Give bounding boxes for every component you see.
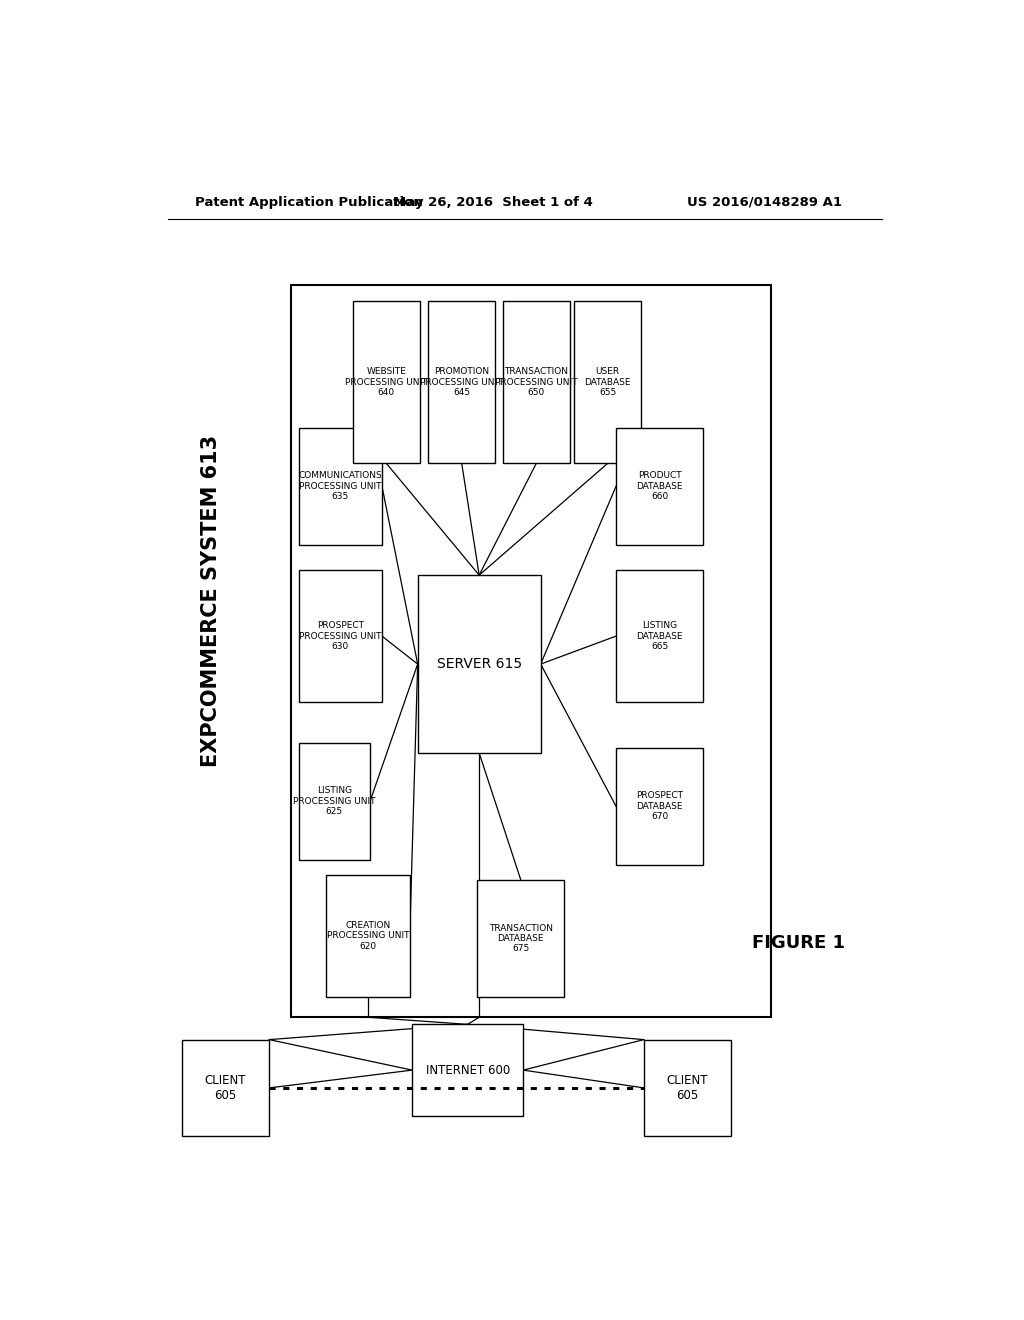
Bar: [299, 743, 370, 859]
Text: USER
DATABASE
655: USER DATABASE 655: [585, 367, 631, 397]
Bar: [418, 576, 541, 752]
Bar: [616, 570, 703, 702]
Text: COMMUNICATIONS
PROCESSING UNIT
635: COMMUNICATIONS PROCESSING UNIT 635: [298, 471, 382, 502]
Text: CLIENT
605: CLIENT 605: [205, 1074, 247, 1102]
Text: FIGURE 1: FIGURE 1: [752, 935, 845, 952]
Bar: [327, 875, 410, 997]
Text: PROSPECT
DATABASE
670: PROSPECT DATABASE 670: [636, 792, 683, 821]
Text: INTERNET 600: INTERNET 600: [426, 1064, 510, 1077]
Bar: [182, 1040, 269, 1137]
Bar: [352, 301, 420, 463]
Bar: [477, 880, 564, 997]
Text: WEBSITE
PROCESSING UNIT
640: WEBSITE PROCESSING UNIT 640: [345, 367, 428, 397]
Text: LISTING
DATABASE
665: LISTING DATABASE 665: [637, 622, 683, 651]
Text: CREATION
PROCESSING UNIT
620: CREATION PROCESSING UNIT 620: [327, 921, 410, 950]
Text: LISTING
PROCESSING UNIT
625: LISTING PROCESSING UNIT 625: [293, 787, 376, 816]
Bar: [616, 428, 703, 545]
Bar: [644, 1040, 731, 1137]
Text: May 26, 2016  Sheet 1 of 4: May 26, 2016 Sheet 1 of 4: [393, 195, 593, 209]
Bar: [291, 285, 771, 1018]
Text: PROSPECT
PROCESSING UNIT
630: PROSPECT PROCESSING UNIT 630: [299, 622, 382, 651]
Text: TRANSACTION
PROCESSING UNIT
650: TRANSACTION PROCESSING UNIT 650: [495, 367, 578, 397]
Text: EXPCOMMERCE SYSTEM 613: EXPCOMMERCE SYSTEM 613: [202, 434, 221, 767]
Text: SERVER 615: SERVER 615: [436, 657, 522, 671]
Bar: [503, 301, 570, 463]
Bar: [412, 1024, 523, 1115]
Text: PROMOTION
PROCESSING UNIT
645: PROMOTION PROCESSING UNIT 645: [421, 367, 503, 397]
Text: PRODUCT
DATABASE
660: PRODUCT DATABASE 660: [637, 471, 683, 502]
Bar: [616, 748, 703, 865]
Text: TRANSACTION
DATABASE
675: TRANSACTION DATABASE 675: [488, 924, 553, 953]
Text: CLIENT
605: CLIENT 605: [667, 1074, 709, 1102]
Text: Patent Application Publication: Patent Application Publication: [196, 195, 423, 209]
Bar: [428, 301, 496, 463]
Bar: [299, 570, 382, 702]
Text: US 2016/0148289 A1: US 2016/0148289 A1: [687, 195, 842, 209]
Bar: [299, 428, 382, 545]
Bar: [574, 301, 641, 463]
